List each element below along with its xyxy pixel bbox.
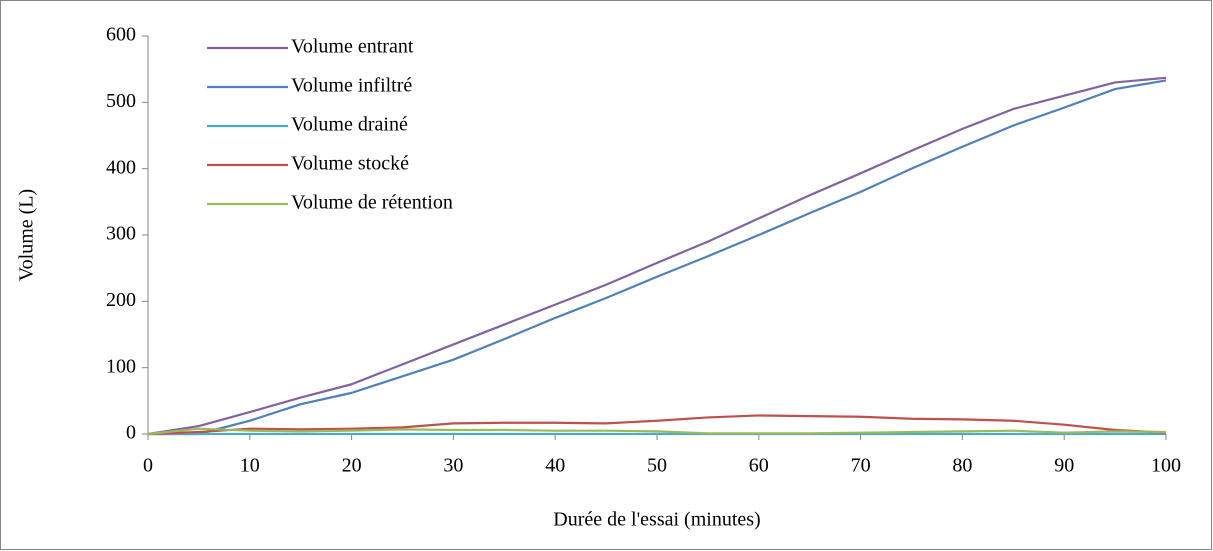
y-tick-label: 100 — [106, 355, 136, 377]
series-line — [147, 427, 1167, 436]
y-axis-label: Volume (L) — [16, 189, 38, 281]
x-tick-label: 20 — [342, 455, 362, 477]
x-tick-label: 70 — [851, 455, 871, 477]
x-tick-label: 50 — [647, 455, 667, 477]
legend-label: Volume entrant — [291, 36, 414, 58]
x-tick-label: 10 — [240, 455, 260, 477]
x-tick-label: 30 — [443, 455, 463, 477]
x-tick-label: 60 — [749, 455, 769, 477]
legend-label: Volume infiltré — [291, 75, 412, 97]
x-tick-label: 100 — [1151, 455, 1181, 477]
legend-label: Volume stocké — [291, 153, 409, 175]
x-tick-label: 0 — [143, 455, 153, 477]
y-tick-label: 600 — [106, 24, 136, 46]
series-line — [147, 414, 1167, 436]
x-axis-label: Durée de l'essai (minutes) — [553, 509, 760, 531]
x-tick-label: 40 — [545, 455, 565, 477]
x-tick-label: 80 — [952, 455, 972, 477]
series-line — [148, 79, 1167, 436]
legend-label: Volume drainé — [291, 114, 408, 136]
legend-label: Volume de rétention — [291, 192, 453, 214]
y-tick-label: 0 — [126, 422, 136, 444]
y-tick-label: 500 — [106, 90, 136, 112]
y-tick-label: 300 — [106, 223, 136, 245]
y-tick-label: 400 — [106, 156, 136, 178]
series-line — [147, 76, 1167, 436]
y-tick-label: 200 — [106, 289, 136, 311]
x-tick-label: 90 — [1054, 455, 1074, 477]
